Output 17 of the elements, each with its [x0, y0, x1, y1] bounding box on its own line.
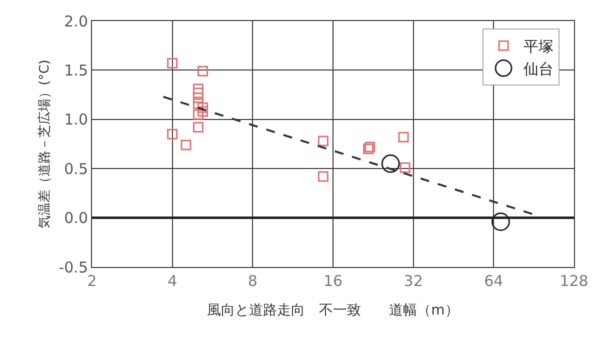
y-tick-label: 0.5	[64, 160, 88, 178]
x-tick-label: 32	[404, 272, 423, 290]
y-tick-label: 1.0	[64, 110, 88, 129]
y-axis-title: 気温差（道路－芝広場）(°C)	[36, 60, 53, 228]
y-tick-label: -0.5	[58, 258, 88, 276]
x-tick-label: 8	[248, 272, 258, 290]
y-tick-label: 1.5	[64, 61, 88, 80]
legend-label: 平塚	[524, 37, 554, 56]
x-tick-label: 64	[484, 272, 504, 290]
y-tick-label: 0.0	[64, 209, 88, 228]
y-tick-label: 2.0	[64, 12, 88, 30]
legend-label: 仙台	[524, 60, 554, 78]
x-axis-title: 風向と道路走向 不一致 道幅（m）	[207, 302, 459, 318]
x-tick-label: 128	[560, 272, 588, 290]
x-tick-label: 2	[87, 272, 97, 290]
x-tick-label: 4	[168, 272, 178, 290]
x-tick-label: 16	[323, 272, 343, 290]
